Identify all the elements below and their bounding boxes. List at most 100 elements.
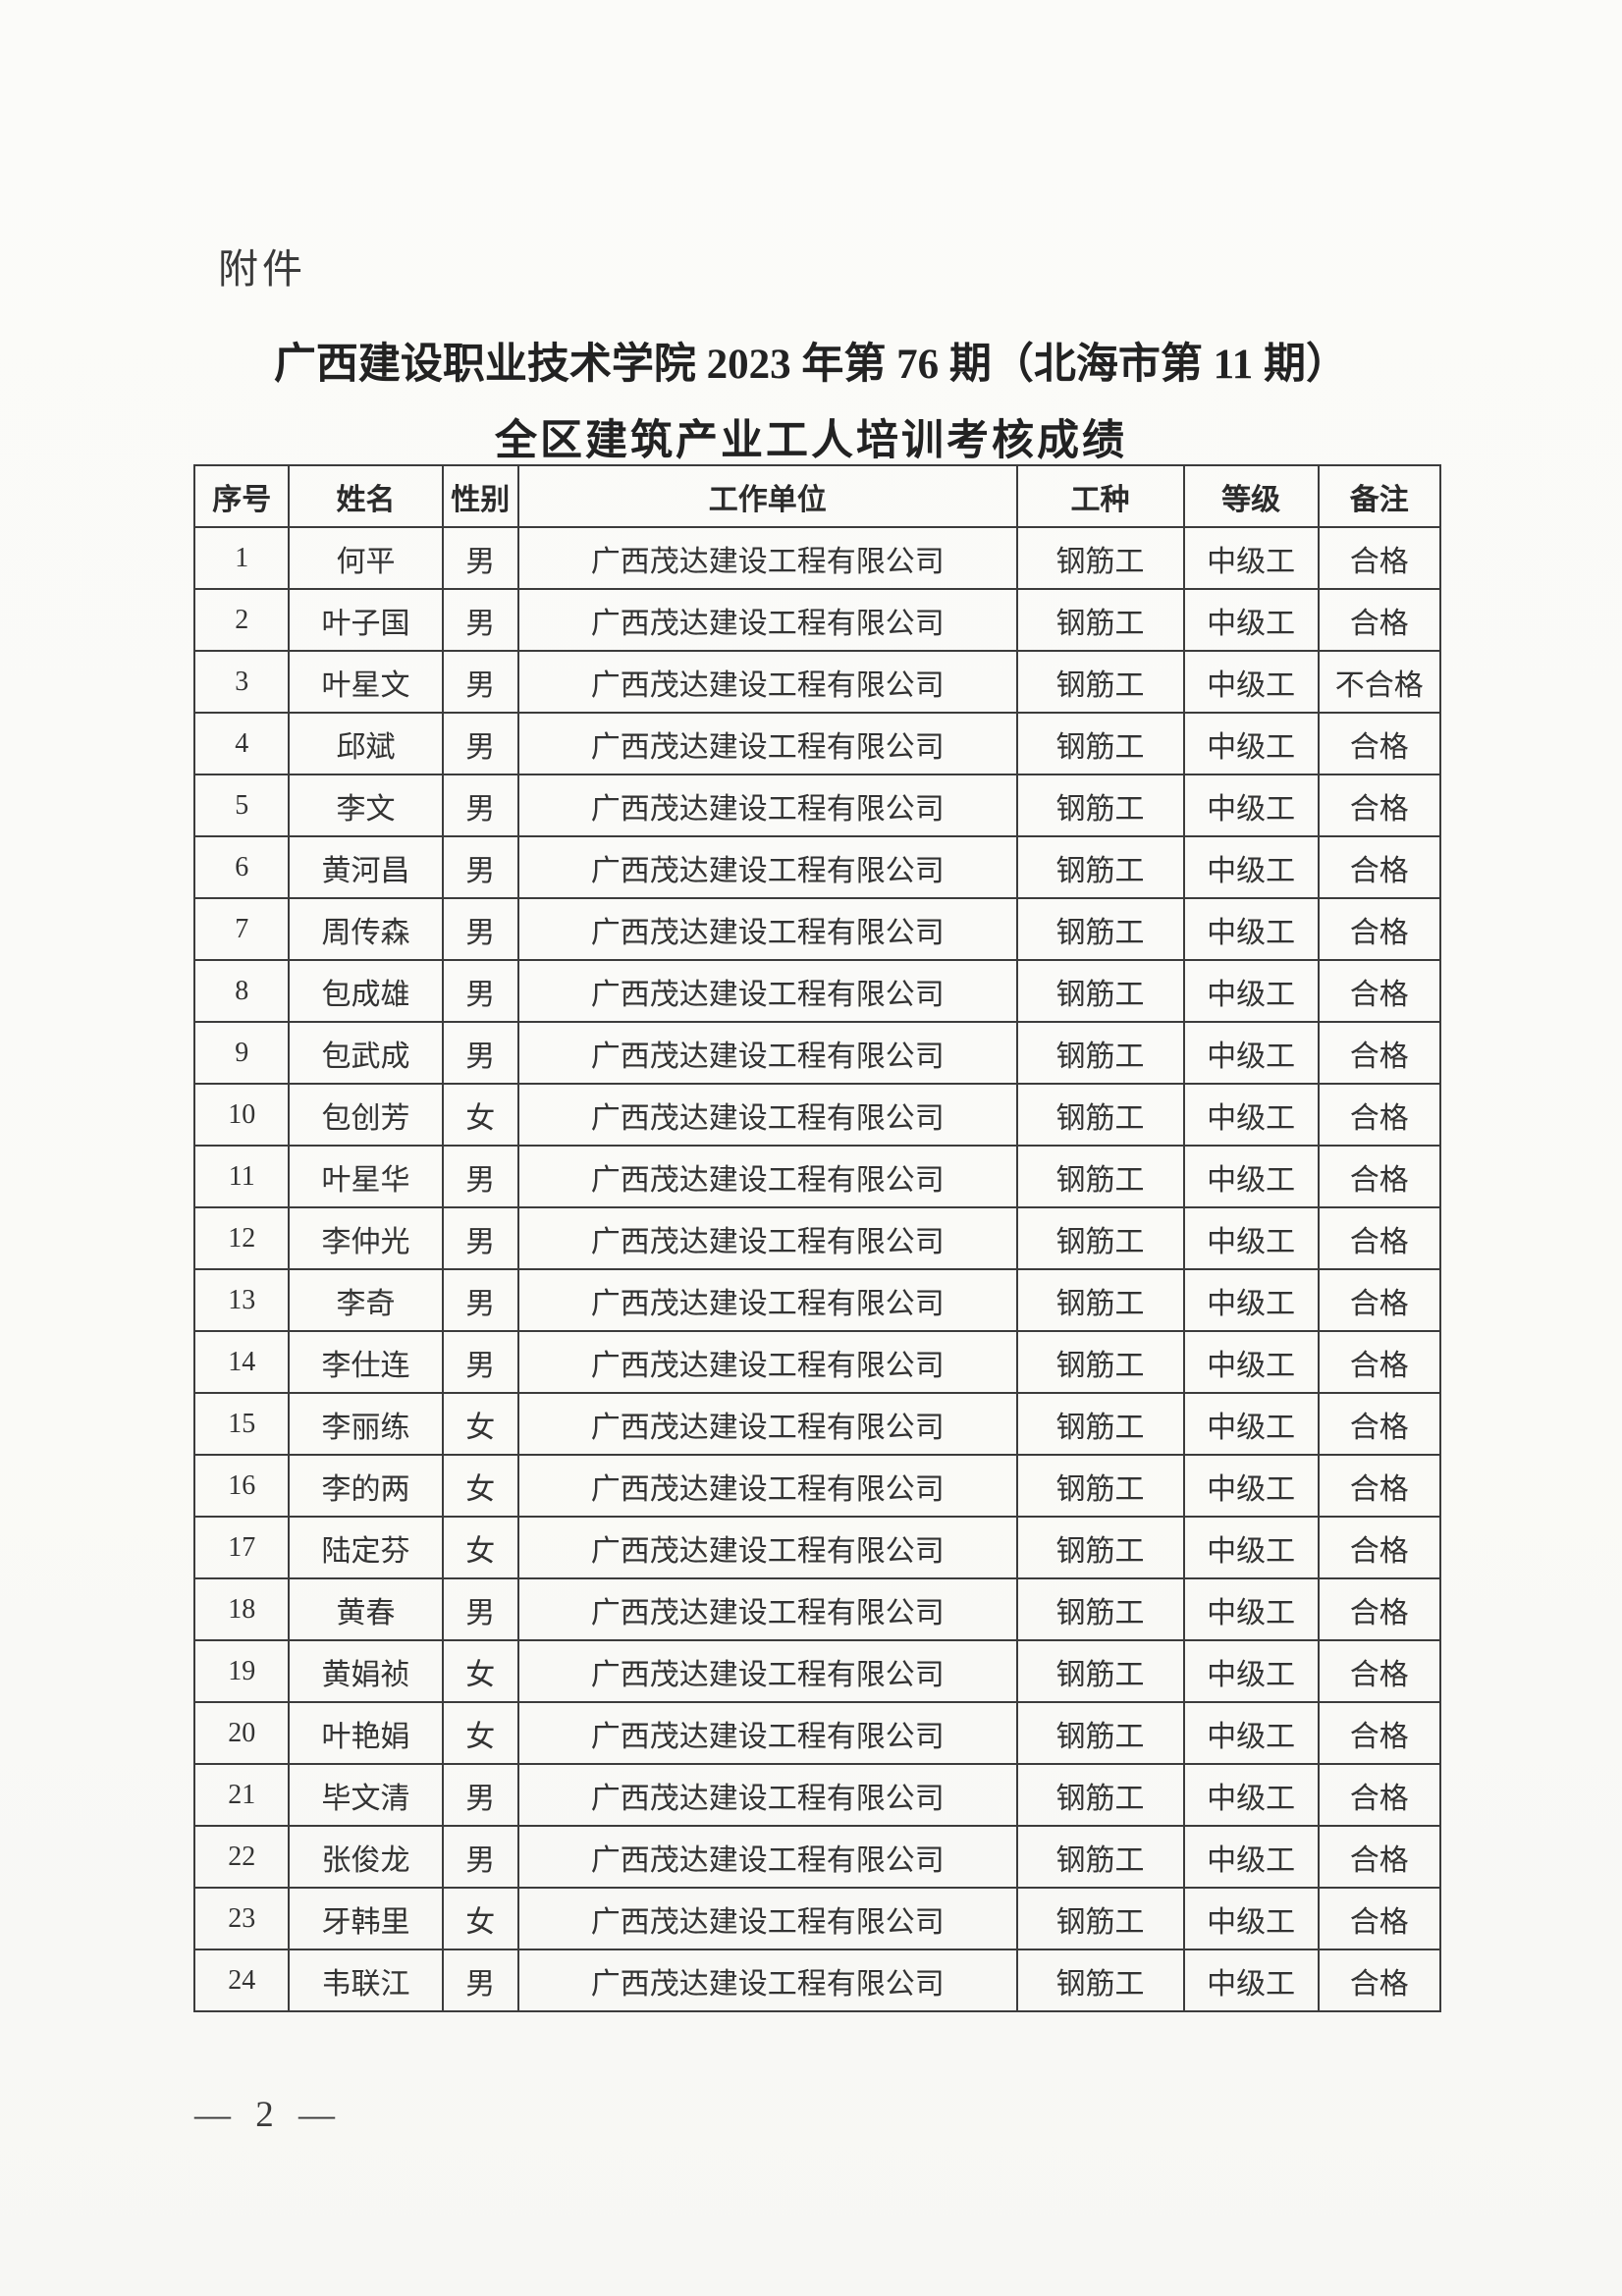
table-cell: 15 xyxy=(192,1392,291,1456)
table-cell: 男 xyxy=(441,1825,519,1889)
table-cell: 毕文清 xyxy=(288,1763,444,1827)
table-cell: 钢筋工 xyxy=(1015,1701,1185,1765)
table-cell: 黄河昌 xyxy=(288,835,444,899)
table-cell: 中级工 xyxy=(1182,1577,1320,1641)
table-cell: 钢筋工 xyxy=(1015,1392,1185,1456)
table-row: 13 李奇男广西茂达建设工程有限公司 钢筋工 中级工 合格 xyxy=(192,1268,1442,1332)
table-cell: 中级工 xyxy=(1182,1145,1320,1208)
table-cell: 合格 xyxy=(1317,1392,1442,1456)
table-cell: 中级工 xyxy=(1182,835,1320,899)
column-header-level: 等级 xyxy=(1182,464,1320,528)
table-cell: 广西茂达建设工程有限公司 xyxy=(516,1083,1018,1147)
table-cell: 6 xyxy=(192,835,291,899)
table-cell: 何平 xyxy=(288,526,444,590)
table-cell: 中级工 xyxy=(1182,650,1320,714)
table-cell: 中级工 xyxy=(1182,588,1320,652)
table-cell: 女 xyxy=(441,1392,519,1456)
table-cell: 李奇 xyxy=(288,1268,444,1332)
table-cell: 李的两 xyxy=(288,1454,444,1518)
table-cell: 女 xyxy=(441,1454,519,1518)
table-cell: 合格 xyxy=(1317,1639,1442,1703)
table-cell: 李丽练 xyxy=(288,1392,444,1456)
table-cell: 女 xyxy=(441,1701,519,1765)
table-cell: 男 xyxy=(441,1268,519,1332)
table-cell: 钢筋工 xyxy=(1015,959,1185,1023)
table-cell: 女 xyxy=(441,1639,519,1703)
table-cell: 钢筋工 xyxy=(1015,1083,1185,1147)
table-cell: 邱斌 xyxy=(288,712,444,775)
table-cell: 周传森 xyxy=(288,897,444,961)
table-cell: 19 xyxy=(192,1639,291,1703)
table-cell: 李文 xyxy=(288,774,444,837)
table-header-row: 序号 姓名 性别 工作单位 工种 等级 备注 xyxy=(192,464,1442,528)
table-cell: 黄春 xyxy=(288,1577,444,1641)
table-cell: 广西茂达建设工程有限公司 xyxy=(516,1454,1018,1518)
table-cell: 钢筋工 xyxy=(1015,1330,1185,1394)
table-cell: 17 xyxy=(192,1516,291,1579)
document-title-line2: 全区建筑产业工人培训考核成绩 xyxy=(495,418,1127,464)
table-cell: 陆定芬 xyxy=(288,1516,444,1579)
table-cell: 女 xyxy=(441,1887,519,1950)
table-cell: 14 xyxy=(192,1330,291,1394)
table-cell: 男 xyxy=(441,526,519,590)
table-cell: 广西茂达建设工程有限公司 xyxy=(516,1701,1018,1765)
table-cell: 钢筋工 xyxy=(1015,835,1185,899)
table-cell: 22 xyxy=(192,1825,291,1889)
table-cell: 广西茂达建设工程有限公司 xyxy=(516,588,1018,652)
table-cell: 广西茂达建设工程有限公司 xyxy=(516,1516,1018,1579)
table-cell: 钢筋工 xyxy=(1015,650,1185,714)
table-cell: 21 xyxy=(192,1763,291,1827)
table-cell: 16 xyxy=(192,1454,291,1518)
table-body: 1 何平男广西茂达建设工程有限公司 钢筋工 中级工 合格 2 叶子国男广西茂达建设工程有限公… xyxy=(192,526,1442,2012)
table-cell: 不合格 xyxy=(1317,650,1442,714)
table-cell: 男 xyxy=(441,1145,519,1208)
table-cell: 广西茂达建设工程有限公司 xyxy=(516,1330,1018,1394)
table-cell: 钢筋工 xyxy=(1015,1206,1185,1270)
table-cell: 中级工 xyxy=(1182,897,1320,961)
table-cell: 钢筋工 xyxy=(1015,588,1185,652)
table-cell: 男 xyxy=(441,835,519,899)
table-cell: 1 xyxy=(192,526,291,590)
table-cell: 中级工 xyxy=(1182,526,1320,590)
table-cell: 23 xyxy=(192,1887,291,1950)
table-cell: 叶艳娟 xyxy=(288,1701,444,1765)
table-cell: 黄娟祯 xyxy=(288,1639,444,1703)
table-cell: 合格 xyxy=(1317,1763,1442,1827)
table-cell: 张俊龙 xyxy=(288,1825,444,1889)
attachment-label: 附件 xyxy=(218,246,306,292)
table-cell: 中级工 xyxy=(1182,1392,1320,1456)
table-cell: 11 xyxy=(192,1145,291,1208)
column-header-gender: 性别 xyxy=(441,464,519,528)
table-cell: 包武成 xyxy=(288,1021,444,1085)
table-row: 8 包成雄男广西茂达建设工程有限公司 钢筋工 中级工 合格 xyxy=(192,959,1442,1023)
table-cell: 李仕连 xyxy=(288,1330,444,1394)
table-cell: 广西茂达建设工程有限公司 xyxy=(516,1825,1018,1889)
table-cell: 广西茂达建设工程有限公司 xyxy=(516,712,1018,775)
table-cell: 男 xyxy=(441,774,519,837)
table-cell: 广西茂达建设工程有限公司 xyxy=(516,1145,1018,1208)
table-cell: 7 xyxy=(192,897,291,961)
table-row: 4 邱斌男广西茂达建设工程有限公司 钢筋工 中级工 合格 xyxy=(192,712,1442,775)
table-cell: 广西茂达建设工程有限公司 xyxy=(516,897,1018,961)
table-row: 3 叶星文男广西茂达建设工程有限公司 钢筋工 中级工 不合格 xyxy=(192,650,1442,714)
table-cell: 中级工 xyxy=(1182,959,1320,1023)
table-cell: 13 xyxy=(192,1268,291,1332)
table-cell: 钢筋工 xyxy=(1015,897,1185,961)
table-cell: 男 xyxy=(441,650,519,714)
table-cell: 9 xyxy=(192,1021,291,1085)
table-cell: 钢筋工 xyxy=(1015,526,1185,590)
table-cell: 中级工 xyxy=(1182,1701,1320,1765)
table-row: 15 李丽练女广西茂达建设工程有限公司 钢筋工 中级工 合格 xyxy=(192,1392,1442,1456)
table-row: 6 黄河昌男广西茂达建设工程有限公司 钢筋工 中级工 合格 xyxy=(192,835,1442,899)
column-header-remark: 备注 xyxy=(1317,464,1442,528)
table-cell: 合格 xyxy=(1317,835,1442,899)
table-cell: 包创芳 xyxy=(288,1083,444,1147)
table-cell: 中级工 xyxy=(1182,712,1320,775)
table-cell: 中级工 xyxy=(1182,1083,1320,1147)
table-row: 9 包武成男广西茂达建设工程有限公司 钢筋工 中级工 合格 xyxy=(192,1021,1442,1085)
table-cell: 广西茂达建设工程有限公司 xyxy=(516,1949,1018,2012)
table-cell: 合格 xyxy=(1317,526,1442,590)
table-cell: 10 xyxy=(192,1083,291,1147)
table-cell: 合格 xyxy=(1317,1145,1442,1208)
table-row: 16 李的两女广西茂达建设工程有限公司 钢筋工 中级工 合格 xyxy=(192,1454,1442,1518)
